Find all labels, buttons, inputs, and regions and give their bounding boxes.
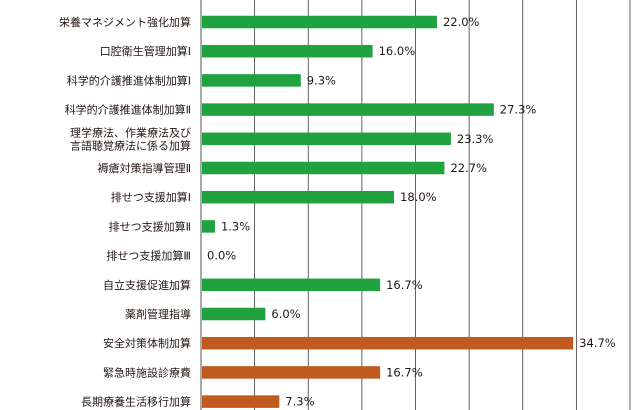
bars bbox=[202, 15, 574, 408]
category-label: 栄養マネジメント強化加算 bbox=[59, 15, 191, 29]
value-label: 0.0% bbox=[207, 249, 236, 263]
value-label: 22.7% bbox=[450, 161, 487, 175]
bar bbox=[202, 220, 215, 233]
bar bbox=[202, 307, 266, 321]
category-label: 安全対策体制加算 bbox=[103, 336, 191, 350]
value-label: 34.7% bbox=[579, 336, 616, 350]
value-label: 1.3% bbox=[221, 219, 250, 233]
bar bbox=[202, 103, 494, 116]
grid-lines bbox=[200, 0, 631, 410]
category-label: 褥瘡対策指導管理Ⅱ bbox=[98, 161, 191, 175]
bar bbox=[202, 132, 451, 146]
category-label: 科学的介護推進体制加算Ⅰ bbox=[67, 73, 191, 87]
bar bbox=[202, 366, 381, 379]
value-label: 23.3% bbox=[457, 132, 494, 146]
value-label: 16.7% bbox=[386, 365, 423, 379]
value-label: 6.0% bbox=[271, 307, 300, 321]
category-label: 理学療法、作業療法及び言語聴覚療法に係る加算 bbox=[70, 125, 191, 152]
bar bbox=[202, 336, 574, 350]
bar bbox=[202, 44, 373, 58]
value-label: 16.0% bbox=[379, 44, 416, 58]
value-labels: 22.0% 16.0% 9.3% 27.3% 23.3% 22.7% 18.0% 1.3% 0.… bbox=[207, 15, 616, 409]
category-label: 薬剤管理指導 bbox=[125, 307, 191, 321]
value-label: 7.3% bbox=[285, 395, 314, 409]
bar bbox=[202, 278, 381, 292]
value-label: 22.0% bbox=[443, 15, 480, 29]
category-label: 自立支援促進加算 bbox=[103, 278, 191, 292]
bar bbox=[202, 15, 437, 29]
bar bbox=[202, 395, 280, 408]
value-label: 18.0% bbox=[400, 190, 437, 204]
value-label: 27.3% bbox=[500, 103, 537, 117]
category-label: 長期療養生活移行加算 bbox=[81, 395, 191, 409]
category-label: 排せつ支援加算Ⅲ bbox=[106, 249, 191, 263]
category-label: 排せつ支援加算Ⅰ bbox=[111, 190, 191, 204]
bar bbox=[202, 74, 301, 87]
value-label: 16.7% bbox=[386, 278, 423, 292]
category-label: 緊急時施設診療費 bbox=[103, 365, 191, 379]
category-label: 科学的介護推進体制加算Ⅱ bbox=[65, 103, 191, 117]
category-label: 排せつ支援加算Ⅱ bbox=[109, 219, 191, 233]
bar bbox=[202, 190, 395, 204]
value-label: 9.3% bbox=[307, 73, 336, 87]
category-label: 口腔衛生管理加算Ⅰ bbox=[100, 44, 191, 58]
bar bbox=[202, 161, 445, 175]
